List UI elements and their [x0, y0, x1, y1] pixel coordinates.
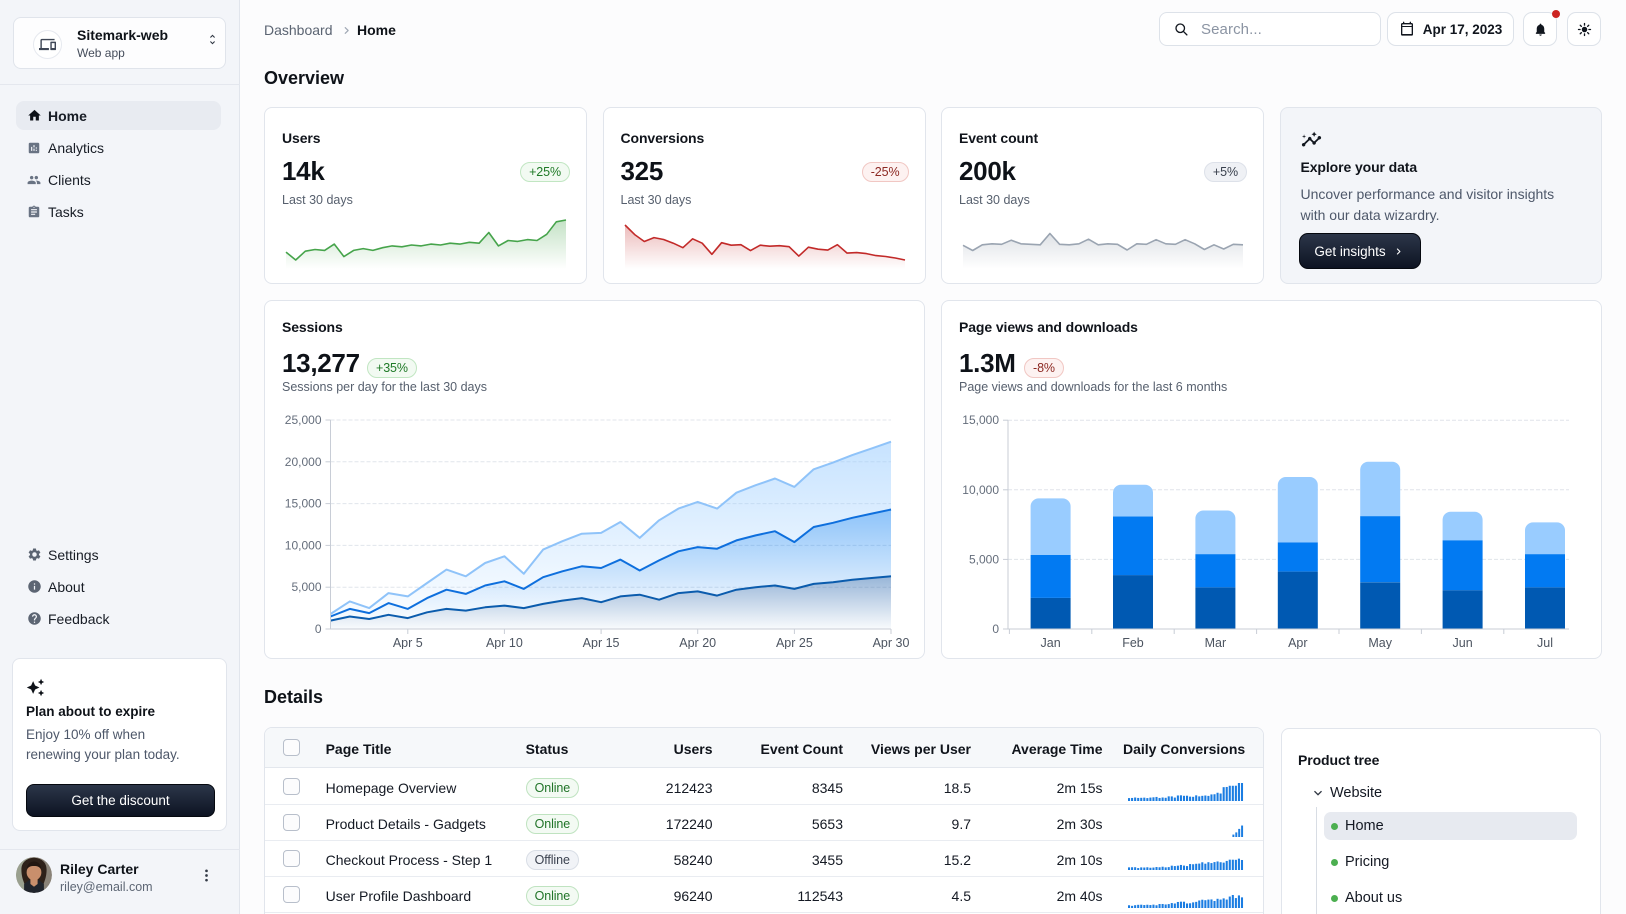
svg-text:Mar: Mar	[1205, 636, 1227, 649]
svg-text:Jun: Jun	[1453, 636, 1473, 649]
svg-text:5,000: 5,000	[969, 552, 999, 566]
svg-text:Apr 10: Apr 10	[486, 636, 523, 649]
svg-text:Apr 15: Apr 15	[583, 636, 620, 649]
svg-text:May: May	[1368, 636, 1392, 649]
svg-text:Apr 30: Apr 30	[873, 636, 910, 649]
svg-text:Apr 25: Apr 25	[776, 636, 813, 649]
svg-text:Jan: Jan	[1041, 636, 1061, 649]
svg-text:20,000: 20,000	[285, 455, 322, 469]
svg-text:15,000: 15,000	[285, 497, 322, 511]
svg-text:Apr: Apr	[1288, 636, 1307, 649]
svg-text:5,000: 5,000	[291, 580, 321, 594]
svg-text:10,000: 10,000	[962, 483, 999, 497]
svg-text:15,000: 15,000	[962, 413, 999, 427]
svg-text:0: 0	[992, 622, 999, 636]
svg-text:25,000: 25,000	[285, 413, 322, 427]
svg-text:Feb: Feb	[1122, 636, 1144, 649]
svg-text:Apr 20: Apr 20	[679, 636, 716, 649]
svg-text:0: 0	[315, 622, 322, 636]
svg-text:Jul: Jul	[1537, 636, 1553, 649]
svg-text:10,000: 10,000	[285, 538, 322, 552]
svg-text:Apr 5: Apr 5	[393, 636, 423, 649]
